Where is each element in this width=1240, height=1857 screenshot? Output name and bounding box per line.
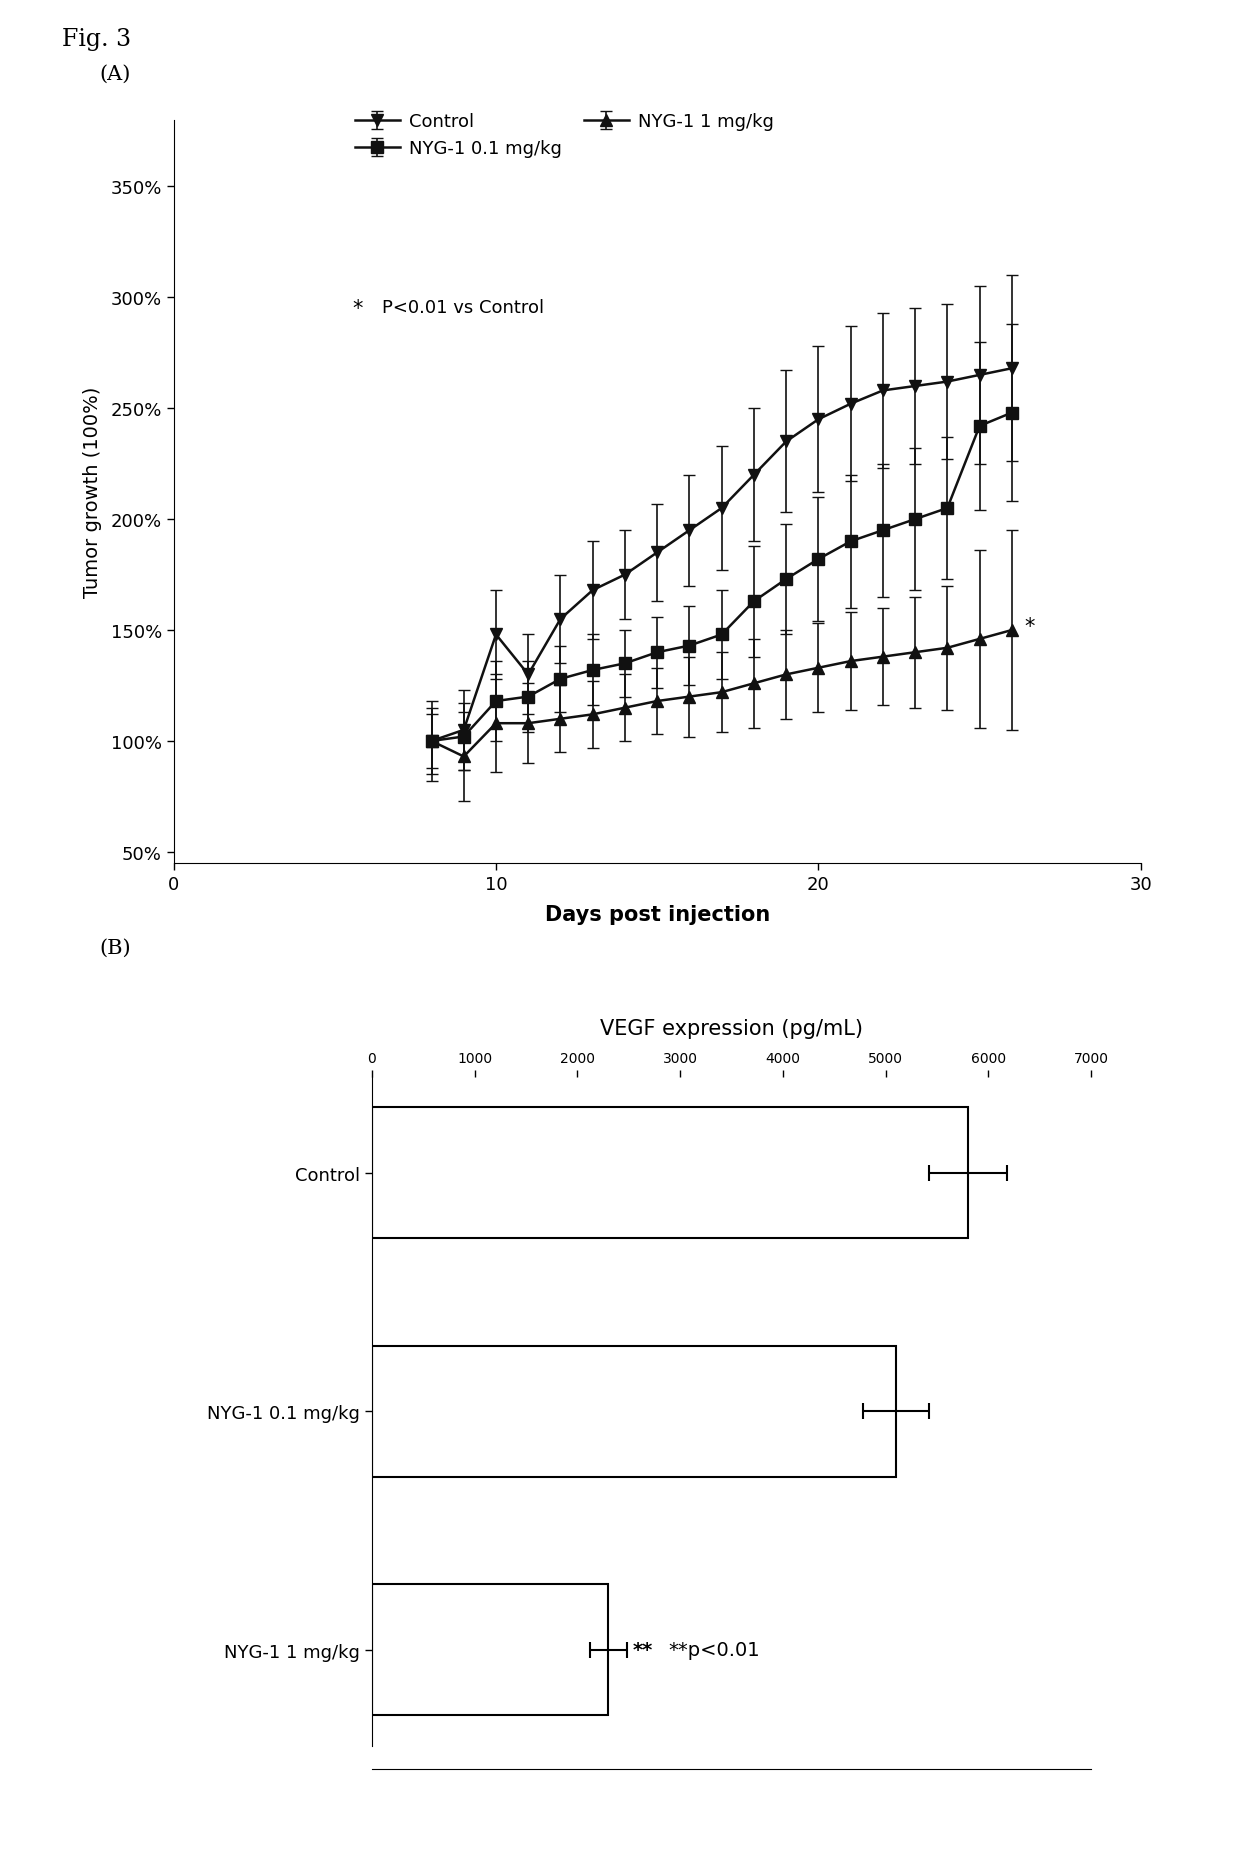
Text: *: * [1024, 617, 1035, 637]
Bar [372, 1346, 897, 1476]
Y-axis label: Tumor growth (100%): Tumor growth (100%) [83, 386, 102, 598]
Text: P<0.01 vs Control: P<0.01 vs Control [382, 299, 543, 318]
X-axis label: Days post injection: Days post injection [544, 904, 770, 925]
Text: **p<0.01: **p<0.01 [668, 1640, 760, 1658]
Text: Fig. 3: Fig. 3 [62, 28, 131, 50]
Text: **: ** [632, 1640, 653, 1658]
Text: *: * [352, 299, 363, 319]
Legend: Control, NYG-1 0.1 mg/kg, NYG-1 1 mg/kg: Control, NYG-1 0.1 mg/kg, NYG-1 1 mg/kg [347, 106, 781, 165]
Title: VEGF expression (pg/mL): VEGF expression (pg/mL) [600, 1019, 863, 1038]
Text: (B): (B) [99, 938, 131, 956]
Bar [372, 1107, 968, 1239]
Bar [372, 1584, 609, 1716]
Text: (A): (A) [99, 65, 130, 84]
